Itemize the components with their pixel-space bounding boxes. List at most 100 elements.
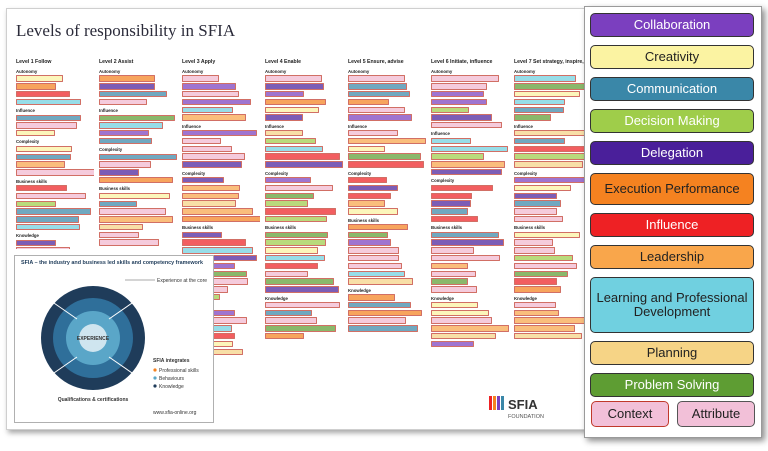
descriptor-highlight: [348, 309, 422, 317]
descriptor-highlight: [265, 239, 326, 246]
descriptor-highlight: [514, 114, 552, 121]
descriptor-highlight: [265, 270, 308, 277]
legend-panel: Collaboration Creativity Communication Deci…: [584, 6, 762, 438]
descriptor-highlight: [99, 208, 166, 215]
section-label-influence: Influence: [16, 108, 35, 114]
descriptor-highlight: [182, 137, 222, 145]
descriptor-highlight: [16, 192, 86, 200]
attribute-tag: Decision Making: [590, 109, 754, 133]
descriptor-highlight: [514, 317, 587, 324]
descriptor-highlight: [265, 301, 340, 309]
descriptor-highlight: [514, 161, 584, 168]
descriptor-highlight: [182, 200, 237, 207]
descriptor-highlight: [182, 153, 245, 160]
section-label-complexity: Complexity: [99, 147, 123, 153]
descriptor-highlight: [431, 255, 501, 262]
descriptor-highlight: [348, 161, 425, 168]
descriptor-highlight: [348, 184, 398, 192]
descriptor-highlight: [348, 239, 391, 246]
level-column: Level 7 Set strategy, inspire, mobilise A…: [514, 59, 587, 419]
section-label-complexity: Complexity: [16, 139, 40, 145]
descriptor-highlight: [16, 122, 77, 129]
descriptor-highlight: [431, 309, 490, 317]
descriptor-highlight: [348, 114, 412, 121]
descriptor-highlight: [514, 286, 562, 293]
level-heading: Level 6 Initiate, influence: [431, 59, 493, 65]
descriptor-highlight: [514, 301, 556, 309]
descriptor-highlight: [265, 192, 314, 199]
descriptor-highlight: [348, 294, 396, 301]
descriptor-highlight: [431, 239, 504, 246]
descriptor-highlight: [514, 270, 569, 277]
descriptor-highlight: [431, 215, 479, 223]
descriptor-highlight: [431, 114, 492, 121]
descriptor-highlight: [16, 130, 55, 137]
descriptor-highlight: [514, 215, 563, 223]
section-label-knowledge: Knowledge: [348, 287, 371, 293]
framework-box: SFIA – the industry and business led ski…: [14, 255, 214, 423]
descriptor-highlight: [182, 114, 247, 121]
descriptor-highlight: [265, 255, 325, 262]
section-label-complexity: Complexity: [348, 170, 372, 176]
descriptor-highlight: [182, 161, 242, 168]
descriptor-highlight: [431, 161, 505, 168]
descriptor-highlight: [182, 192, 239, 199]
framework-title: SFIA – the industry and business led ski…: [21, 260, 203, 266]
descriptor-highlight: [348, 223, 408, 231]
descriptor-highlight: [182, 83, 237, 90]
descriptor-highlight: [99, 231, 140, 239]
logo-sub: FOUNDATION: [508, 414, 544, 420]
descriptor-highlight: [348, 90, 411, 98]
descriptor-highlight: [99, 216, 173, 223]
attribute-label: Collaboration: [633, 17, 711, 33]
descriptor-highlight: [265, 90, 305, 98]
category-context: Context: [591, 401, 669, 427]
section-label-autonomy: Autonomy: [99, 69, 121, 74]
descriptor-highlight: [514, 262, 577, 270]
descriptor-highlight: [431, 200, 472, 207]
descriptor-highlight: [99, 176, 173, 184]
descriptor-highlight: [348, 247, 400, 254]
attribute-label: Influence: [645, 217, 699, 233]
descriptor-highlight: [348, 98, 389, 106]
descriptor-highlight: [265, 262, 319, 270]
descriptor-highlight: [514, 176, 585, 184]
descriptor-highlight: [431, 106, 469, 113]
descriptor-highlight: [348, 130, 398, 137]
attribute-label: Learning and Professional Development: [596, 290, 748, 319]
section-label-influence: Influence: [182, 123, 201, 129]
category-attribute: Attribute: [677, 401, 755, 427]
descriptor-highlight: [265, 75, 323, 82]
descriptor-highlight: [431, 231, 499, 239]
bullet-icon: [153, 368, 157, 372]
category-label: Attribute: [691, 406, 741, 422]
descriptor-highlight: [514, 200, 562, 207]
descriptor-highlight: [431, 137, 472, 145]
attribute-tag: Problem Solving: [590, 373, 754, 397]
section-label-autonomy: Autonomy: [431, 69, 453, 74]
attribute-tag: Planning: [590, 341, 754, 365]
descriptor-highlight: [16, 114, 82, 121]
descriptor-highlight: [265, 153, 340, 160]
descriptor-highlight: [514, 130, 587, 137]
section-label-complexity: Complexity: [265, 170, 289, 176]
descriptor-highlight: [265, 333, 304, 340]
descriptor-highlight: [16, 161, 65, 168]
logo-stripe-icon: [501, 396, 504, 410]
level-column: Level 6 Initiate, influence Autonomy Influ…: [431, 59, 509, 419]
descriptor-highlight: [431, 168, 502, 176]
descriptor-highlight: [16, 200, 57, 207]
attribute-tag: Creativity: [590, 45, 754, 69]
integrates-title: SFIA integrates: [153, 358, 190, 364]
section-label-knowledge: Knowledge: [514, 295, 537, 301]
descriptor-highlight: [99, 130, 150, 137]
section-label-business-skills: Business skills: [99, 186, 131, 192]
level-column: Level 5 Ensure, advise Autonomy Influence C…: [348, 59, 426, 419]
descriptor-highlight: [265, 176, 311, 184]
descriptor-highlight: [348, 270, 405, 277]
descriptor-highlight: [348, 317, 407, 324]
descriptor-highlight: [514, 278, 558, 285]
bullet-icon: [153, 376, 157, 380]
descriptor-highlight: [514, 247, 555, 254]
descriptor-highlight: [182, 130, 257, 137]
